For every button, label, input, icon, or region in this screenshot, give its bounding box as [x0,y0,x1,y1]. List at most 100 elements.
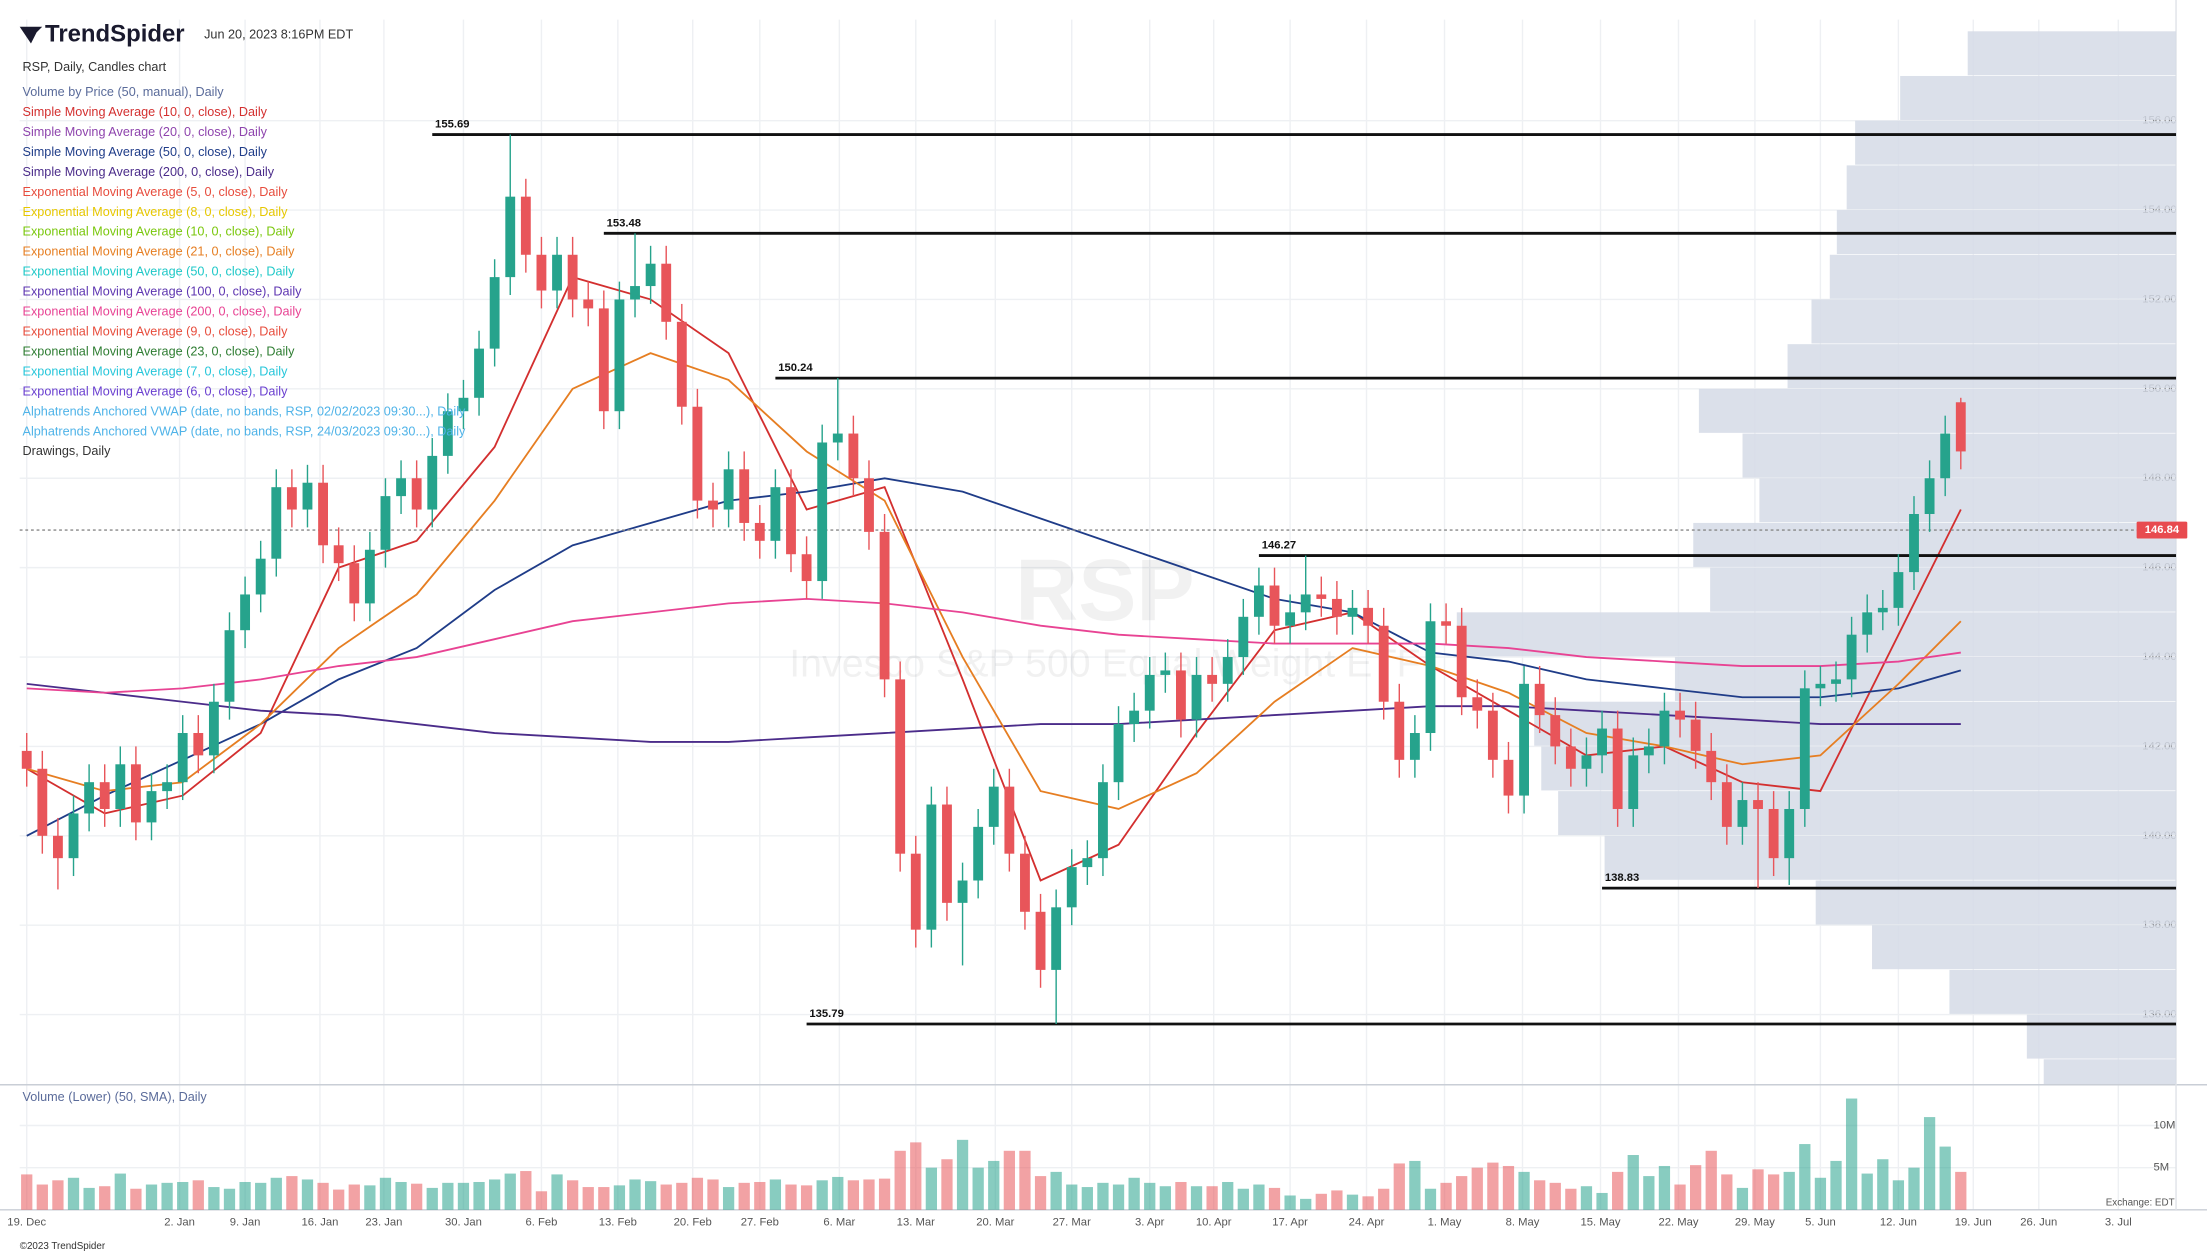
volume-bar [1783,1171,1795,1210]
volume-bar [863,1179,875,1210]
volume-profile-bar [1698,388,2177,433]
candle-body [1331,598,1342,617]
y-tick-label: 138.00 [2142,919,2176,931]
legend-entry: Alphatrends Anchored VWAP (date, no band… [23,404,467,418]
candle-body [786,487,796,555]
candle-body [1051,907,1062,970]
candle-body [474,348,484,398]
indicator-line [26,477,1962,837]
volume-bar [1908,1167,1920,1210]
volume-bar [99,1186,111,1210]
candle-body [1940,433,1951,479]
x-tick-label: 30. Jan [445,1216,482,1228]
volume-profile-bar [1558,791,2177,836]
candle-body [988,786,999,827]
volume-bar [21,1174,33,1210]
legend-entry: Exponential Moving Average (200, 0, clos… [23,305,303,319]
volume-bar [1424,1188,1437,1210]
volume-bar [504,1173,516,1210]
candle-body [286,487,297,510]
x-tick-label: 20. Feb [674,1216,712,1228]
level-label: 153.48 [607,217,641,229]
volume-bar [1658,1165,1671,1210]
x-tick-label: 22. May [1658,1216,1698,1228]
volume-bar [1643,1176,1655,1210]
candle-body [458,397,469,412]
candle-body [318,482,328,546]
legend-entry: Simple Moving Average (200, 0, close), D… [23,165,275,179]
legend-entry: Simple Moving Average (50, 0, close), Da… [23,145,268,159]
candle-body [162,782,173,792]
volume-bar [1565,1188,1577,1210]
candle-body [193,733,204,756]
volume-bar [239,1181,251,1210]
volume-bar [1362,1196,1374,1210]
candle-body [333,545,344,564]
legend-entry: Exponential Moving Average (50, 0, close… [23,265,296,279]
indicator-line [26,597,1961,694]
legend-entry: Exponential Moving Average (100, 0, clos… [23,285,303,299]
y-tick-label: 154.00 [2142,204,2176,216]
candle-body [1144,674,1155,711]
candle-body [1300,594,1311,613]
candle-body [1238,616,1249,658]
volume-bar [691,1177,704,1210]
level-label: 155.69 [435,119,469,131]
candle-body [801,554,812,582]
x-tick-label: 2. Jan [164,1216,195,1228]
volume-bar [317,1182,329,1210]
volume-bar [36,1184,48,1210]
volume-bar [114,1173,126,1210]
volume-bar [1128,1177,1140,1210]
volume-bar [800,1185,813,1210]
volume-bar [847,1180,860,1210]
volume-bar [1923,1117,1936,1210]
candle-body [583,299,594,309]
volume-bar [1190,1186,1203,1210]
candle-body [1425,621,1436,734]
volume-bar [785,1184,797,1210]
candle-body [848,433,859,479]
volume-bar [925,1167,937,1210]
candle-body [1253,585,1264,617]
candle-body [520,196,531,255]
volume-bar [567,1180,579,1210]
volume-profile-bar [1855,120,2177,165]
candle-body [957,880,968,903]
volume-bar [1705,1150,1717,1210]
legend-entry: Exponential Moving Average (9, 0, close)… [23,325,289,339]
volume-profile-bar [2026,1014,2177,1059]
volume-profile-bar [1787,344,2177,389]
candle-body [146,791,157,823]
volume-bar [598,1187,610,1210]
volume-bar [1034,1176,1047,1210]
volume-bar [333,1189,345,1210]
candle-body [1721,782,1732,827]
volume-bar [1144,1182,1156,1210]
candle-body [1737,800,1748,827]
candle-body [1519,683,1529,796]
volume-bar [941,1159,953,1210]
candle-body [130,764,141,823]
x-tick-label: 13. Mar [897,1216,935,1228]
candle-body [1893,572,1904,608]
candle-body [1207,674,1218,684]
volume-profile-bar [1710,567,2177,612]
y-tick-label: 156.00 [2142,115,2176,127]
x-tick-label: 26. Jun [2020,1216,2057,1228]
candle-body [1643,746,1654,756]
volume-bar [1081,1187,1093,1210]
volume-bar [1814,1177,1827,1210]
volume-bar [582,1187,594,1210]
candle-body [1799,688,1810,809]
candle-body [1441,621,1452,626]
volume-bar [1440,1182,1452,1210]
volume-profile-bar [1872,925,2177,970]
candle-body [567,254,578,300]
y-tick-label: 148.00 [2142,472,2176,484]
volume-bar [192,1180,204,1210]
candle-body [380,496,391,550]
y-tick-label: 140.00 [2142,830,2176,842]
candle-body [1909,514,1919,573]
candle-body [770,487,781,541]
